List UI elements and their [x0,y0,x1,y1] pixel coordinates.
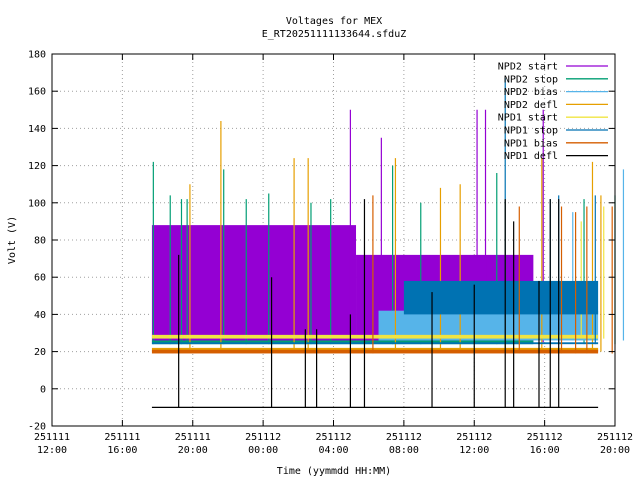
series-band [151,349,599,354]
x-tick-label-time: 00:00 [248,445,278,456]
x-tick-label-time: 04:00 [318,445,348,456]
plot-series [151,78,625,408]
y-tick-label: 120 [28,161,46,172]
series-band [151,334,599,339]
x-axis-label: Time (yymmdd HH:MM) [277,466,391,477]
y-tick-label: 0 [40,384,46,395]
legend-label: NPD1 defl [504,151,558,162]
y-tick-label: 100 [28,198,46,209]
x-tick-label-date: 251112 [527,432,563,443]
legend-label: NPD1 bias [504,138,558,149]
x-tick-label-time: 12:00 [37,445,67,456]
x-tick-label-time: 16:00 [107,445,137,456]
x-tick-label-date: 251112 [386,432,422,443]
y-tick-label: 80 [34,236,46,247]
series-band [151,342,599,345]
y-tick-label: 160 [28,87,46,98]
chart-subtitle: E_RT20251111133644.sfduZ [262,29,407,40]
legend-label: NPD2 defl [504,100,558,111]
x-tick-label-time: 20:00 [178,445,208,456]
x-tick-label-time: 20:00 [600,445,630,456]
legend-label: NPD2 bias [504,87,558,98]
legend-label: NPD1 stop [504,126,558,137]
x-tick-label-time: 16:00 [530,445,560,456]
x-tick-label-time: 08:00 [389,445,419,456]
legend-label: NPD2 start [498,62,558,73]
series-group [151,78,599,345]
y-tick-label: 180 [28,50,46,61]
x-tick-label-date: 251112 [597,432,633,443]
y-tick-label: 40 [34,310,46,321]
series-group [151,199,599,408]
series-group [151,195,613,354]
y-tick-label: 60 [34,273,46,284]
y-tick-label: 20 [34,347,46,358]
legend-label: NPD1 start [498,113,558,124]
y-tick-label: 140 [28,124,46,135]
x-tick-label-date: 251112 [456,432,492,443]
legend-label: NPD2 stop [504,74,558,85]
series-band [403,280,599,315]
x-tick-label-time: 12:00 [459,445,489,456]
series-group [151,206,605,339]
series-band [151,225,357,343]
x-tick-label-date: 251112 [315,432,351,443]
y-tick-label: -20 [28,422,46,433]
chart-title: Voltages for MEX [286,16,382,27]
y-axis-label: Volt (V) [7,216,18,264]
axis-ticks: -20 0 20 40 60 80 100 120 140 160 180 251111 12:00 25… [28,50,633,457]
x-tick-label-date: 251111 [34,432,70,443]
x-tick-label-date: 251112 [245,432,281,443]
x-tick-label-date: 251111 [104,432,140,443]
x-tick-label-date: 251111 [175,432,211,443]
